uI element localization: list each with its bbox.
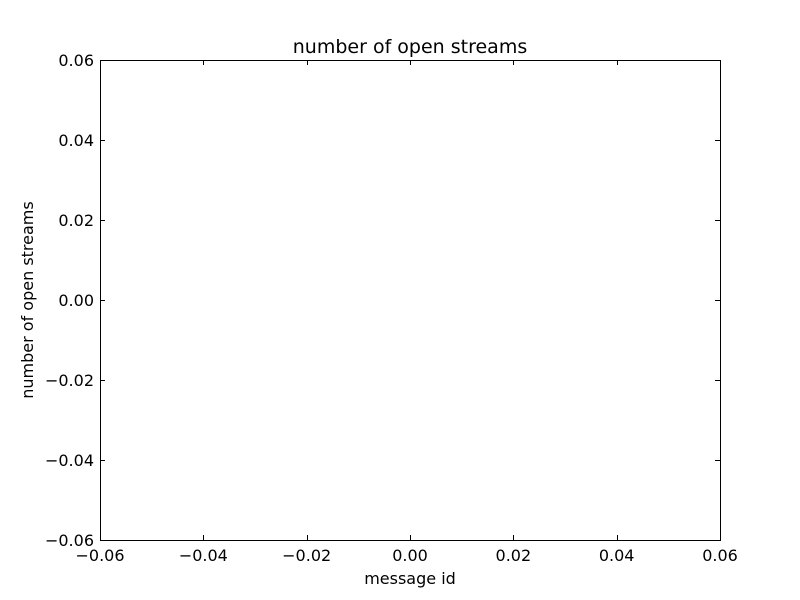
x-axis: −0.06 −0.04 −0.02 0.00 0.02 0.04 0.06 <box>75 60 738 565</box>
y-tick-label: −0.04 <box>45 451 94 470</box>
x-tick-label: −0.06 <box>75 546 124 565</box>
y-tick-label: 0.02 <box>58 211 94 230</box>
y-tick-label: −0.06 <box>45 531 94 550</box>
x-axis-label: message id <box>364 569 456 588</box>
y-tick-label: 0.00 <box>58 291 94 310</box>
x-tick-label: −0.04 <box>179 546 228 565</box>
y-tick-label: −0.02 <box>45 371 94 390</box>
y-axis: −0.06 −0.04 −0.02 0.00 0.02 0.04 0.06 <box>45 51 720 550</box>
y-axis-label: number of open streams <box>18 201 37 398</box>
x-tick-label: −0.02 <box>282 546 331 565</box>
x-tick-label: 0.02 <box>496 546 532 565</box>
x-tick-label: 0.06 <box>702 546 738 565</box>
y-tick-label: 0.06 <box>58 51 94 70</box>
x-tick-label: 0.00 <box>392 546 428 565</box>
chart-title: number of open streams <box>293 36 528 58</box>
y-tick-label: 0.04 <box>58 131 94 150</box>
x-tick-label: 0.04 <box>599 546 635 565</box>
